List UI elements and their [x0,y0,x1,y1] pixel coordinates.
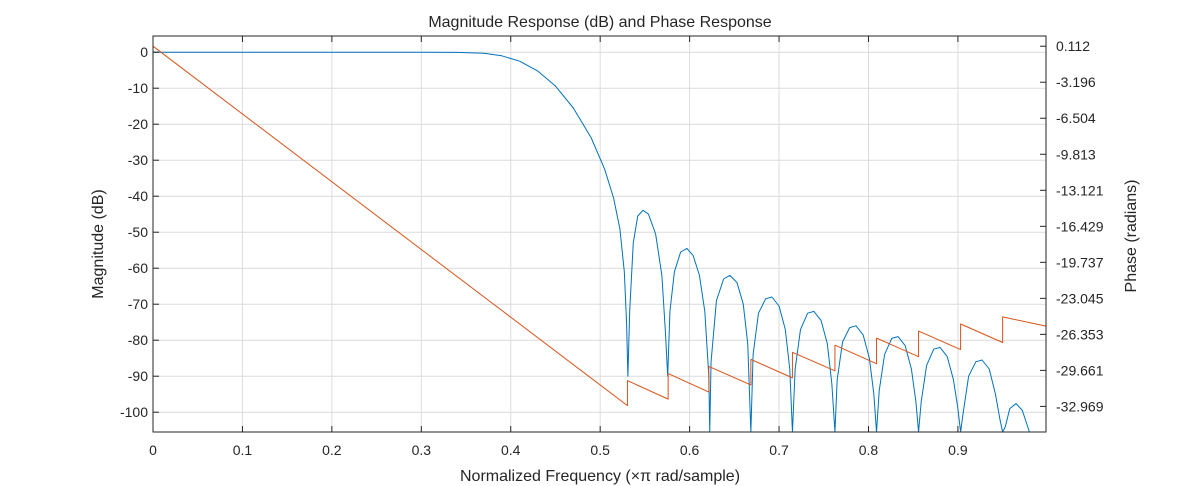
plot-area-border [152,35,1047,433]
magnitude-response-line [153,51,1030,433]
y-tick-label: -80 [128,332,148,348]
x-axis-label: Normalized Frequency (×π rad/sample) [460,468,740,485]
x-tick-label: 0.6 [680,442,700,458]
ticks-layer: 0 0.1 0.2 0.3 0.4 0.5 0.6 0.7 0.8 0.9 0 -10 -20 -30 -4… [120,36,1104,458]
y-tick-label: -10 [128,80,148,96]
y-right-tick-label: -13.121 [1056,182,1104,198]
y-tick-label: -60 [128,260,148,276]
x-tick-label: 0.1 [233,442,253,458]
x-tick-label: 0.2 [322,442,342,458]
axes-layer [152,35,1047,433]
y-tick-label: -40 [128,188,148,204]
y-right-tick-label: 0.112 [1056,38,1090,54]
y-right-tick-label: -6.504 [1056,110,1096,126]
y-tick-label: -50 [128,224,148,240]
y-tick-label: -20 [128,116,148,132]
x-tick-label: 0.4 [501,442,521,458]
x-tick-label: 0.3 [412,442,432,458]
y-right-tick-label: -3.196 [1056,74,1096,90]
y-tick-label: -100 [120,404,148,420]
phase-response-line [152,45,1047,407]
x-tick-label: 0.8 [859,442,879,458]
x-tick-label: 0.5 [590,442,610,458]
y-tick-label: 0 [140,44,148,60]
x-tick-label: 0 [149,442,157,458]
y-right-tick-label: -23.045 [1056,290,1104,306]
y-tick-label: -70 [128,296,148,312]
chart-title: Magnitude Response (dB) and Phase Respon… [428,14,771,31]
y-tick-label: -90 [128,368,148,384]
y-right-tick-label: -26.353 [1056,326,1104,342]
y-right-tick-label: -9.813 [1056,146,1096,162]
y-right-axis-label: Phase (radians) [1123,180,1140,293]
series-layer [152,45,1047,433]
x-tick-label: 0.9 [948,442,968,458]
y-right-tick-label: -16.429 [1056,218,1104,234]
x-tick-label: 0.7 [769,442,789,458]
y-right-tick-label: -19.737 [1056,254,1104,270]
y-right-tick-label: -29.661 [1056,362,1104,378]
y-tick-label: -30 [128,152,148,168]
y-right-tick-label: -32.969 [1056,398,1104,414]
y-axis-label: Magnitude (dB) [90,189,107,298]
